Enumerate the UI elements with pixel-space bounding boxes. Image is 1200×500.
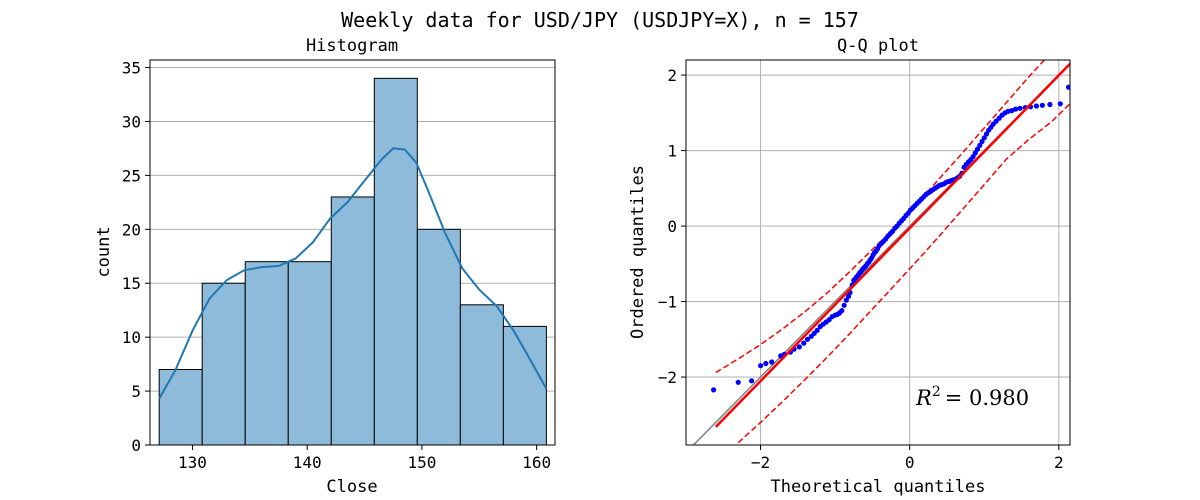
y-tick-label: 0: [131, 436, 141, 455]
qq-point: [983, 131, 990, 137]
qq-point: [972, 150, 978, 156]
figure-title: Weekly data for USD/JPY (USDJPY=X), n = …: [341, 8, 859, 32]
qq-points: [711, 84, 1070, 393]
qq-point: [1065, 84, 1070, 90]
qq-point: [974, 146, 981, 152]
r-squared-annotation: R2 = 0.980: [915, 384, 1029, 410]
qq-point: [804, 336, 811, 342]
histogram-bar: [373, 77, 418, 446]
qq-ticks: −2 0 2 −2 −1 0 1 2: [658, 66, 1064, 472]
histogram-title: Histogram: [306, 36, 398, 56]
histogram-frame: [149, 59, 556, 446]
qq-point: [1057, 101, 1063, 107]
y-tick-label: 30: [122, 112, 141, 131]
qq-point: [1013, 106, 1019, 112]
x-tick-label: 2: [1054, 453, 1064, 472]
qq-point: [758, 363, 764, 369]
qq-point: [843, 297, 849, 303]
r-squared-power: 2: [932, 384, 941, 400]
y-tick-label: 5: [131, 382, 141, 401]
qq-plot-title: Q-Q plot: [837, 36, 919, 56]
qq-point: [1039, 102, 1045, 108]
histogram-bar: [330, 196, 375, 446]
qq-point: [763, 360, 769, 367]
x-tick-label: −2: [751, 453, 770, 472]
r-symbol: R: [915, 386, 932, 410]
histogram-bar: [201, 282, 246, 446]
histogram-bar: [459, 304, 504, 446]
y-tick-label: 2: [667, 66, 677, 85]
x-tick-label: 140: [293, 453, 322, 472]
y-tick-label: 35: [122, 59, 141, 78]
y-tick-label: 0: [667, 217, 677, 236]
qq-point: [801, 340, 807, 346]
histogram-bar: [287, 261, 332, 446]
qq-gridlines: [686, 60, 1070, 445]
qq-point: [841, 302, 847, 308]
histogram-ylabel: count: [94, 226, 114, 277]
qq-plot-frame: [685, 59, 1071, 446]
qq-point: [796, 344, 802, 350]
y-tick-label: 20: [122, 220, 141, 239]
histogram-bar: [158, 369, 203, 446]
kde-curve: [158, 147, 548, 400]
x-tick-label: 0: [905, 453, 915, 472]
y-tick-label: 10: [122, 328, 141, 347]
qq-point: [977, 142, 983, 148]
confidence-band-lower: [737, 102, 1070, 444]
qq-point: [814, 327, 820, 333]
qq-point: [735, 379, 741, 385]
x-tick-label: 150: [407, 453, 436, 472]
fit-line: [714, 62, 1070, 428]
y-tick-label: −2: [658, 368, 677, 387]
qq-point: [839, 308, 845, 314]
histogram-bar: [244, 261, 289, 446]
histogram-xlabel: Close: [326, 477, 377, 497]
y-tick-label: −1: [658, 293, 677, 312]
qq-point: [1033, 103, 1039, 109]
qq-point: [1017, 105, 1023, 111]
r-squared-value: = 0.980: [945, 386, 1029, 410]
qq-plot-ylabel: Ordered quantiles: [628, 165, 648, 339]
y-tick-label: 15: [122, 274, 141, 293]
qq-point: [1047, 101, 1053, 108]
histogram-bar: [502, 325, 547, 446]
qq-plot-xlabel: Theoretical quantiles: [771, 477, 986, 497]
histogram-panel: Histogram 0 5 10 15 20 25 30 35 130 140 150 160 Clo…: [94, 36, 556, 497]
y-tick-label: 25: [122, 166, 141, 185]
x-tick-label: 130: [178, 453, 207, 472]
histogram-bars: [158, 77, 547, 446]
histogram-ticks: 0 5 10 15 20 25 30 35 130 140 150 160: [122, 59, 551, 472]
x-tick-label: 160: [522, 453, 551, 472]
confidence-band-upper: [715, 60, 1046, 374]
y-tick-label: 1: [667, 142, 677, 161]
qq-point: [711, 387, 717, 393]
histogram-bar: [416, 228, 461, 446]
qq-point: [749, 378, 755, 384]
qq-point: [769, 359, 775, 365]
qq-point: [981, 135, 987, 141]
